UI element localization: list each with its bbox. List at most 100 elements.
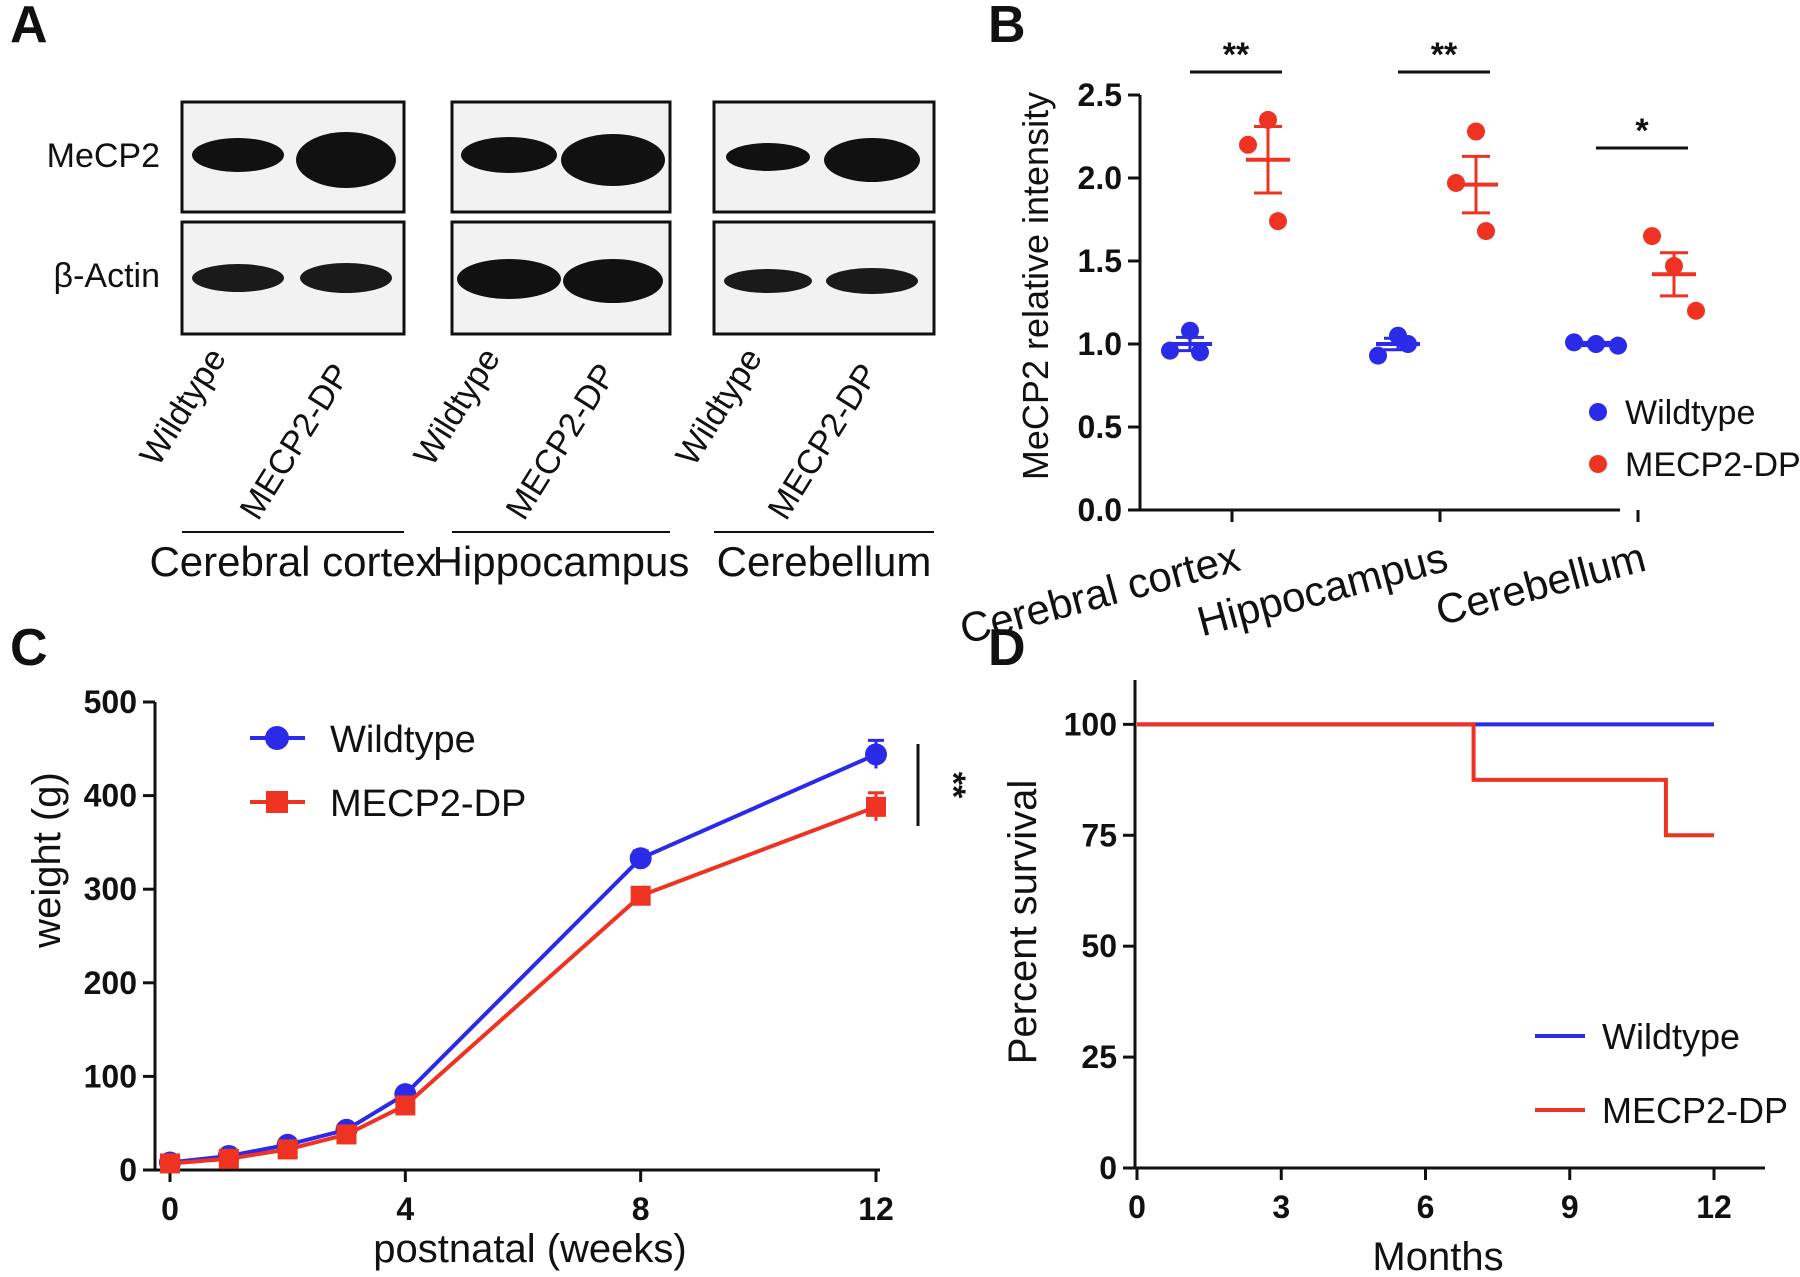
lane-label-wildtype: Wildtype [407,342,508,473]
chart-b-point [1191,343,1209,362]
chart-c-point [866,796,886,817]
chart-b-point [1687,301,1705,320]
chart-b-point [1161,341,1179,360]
chart-c-series-line [169,804,877,1166]
chart-d-y-tick-label: 75 [1081,817,1117,853]
chart-c-point [395,1095,416,1116]
lane-label-wildtype: Wildtype [669,342,770,473]
blot-row-label-mecp2: MeCP2 [47,137,160,175]
chart-b-y-tick-label: 2.0 [1078,160,1122,196]
chart-d-x-tick-label: 9 [1561,1189,1579,1225]
band [461,137,557,173]
chart-d-survival: Percent survival Months 0 25 50 75 100 0 3 6 9 12… [1001,680,1788,1277]
chart-d-x-tick-label: 12 [1696,1189,1732,1225]
chart-b-point [1259,110,1277,129]
chart-b-y-tick-label: 2.5 [1078,77,1122,113]
chart-d-legend-label: MECP2-DP [1602,1090,1788,1131]
band [296,132,396,188]
chart-c-x-tick-label: 4 [396,1191,414,1227]
chart-b-sig-label: ** [1223,36,1250,74]
region-label-hippocampus: Hippocampus [433,538,690,585]
chart-d-x-tick-label: 0 [1128,1189,1146,1225]
lane-label-wildtype: Wildtype [133,342,234,473]
blot-lane-labels: Wildtype MECP2-DP Wildtype MECP2-DP Wild… [133,342,886,527]
band [192,264,284,292]
chart-c-point [865,743,887,766]
chart-d-xlabel: Months [1372,1235,1503,1277]
chart-b-point [1369,346,1387,365]
band [826,268,918,294]
lane-label-mecp2dp: MECP2-DP [499,357,624,526]
chart-c-y-tick-label: 300 [84,871,137,907]
region-label-cortex: Cerebral cortex [149,538,436,585]
chart-c-xlabel: postnatal (weeks) [373,1227,686,1271]
band [726,143,810,171]
chart-c-sig-label: ** [934,772,972,799]
chart-c-legend-label: MECP2-DP [330,783,526,825]
chart-c-y-tick-label: 100 [84,1058,137,1094]
chart-b-y-tick-label: 0.0 [1078,492,1122,528]
chart-b-ylabel: MeCP2 relative intensity [1015,92,1056,480]
region-label-cerebellum: Cerebellum [717,538,932,585]
chart-b-point [1477,222,1495,241]
chart-c-point [336,1124,357,1145]
band [563,259,663,303]
chart-c-point [630,885,651,906]
chart-b-y-tick-label: 1.0 [1078,326,1122,362]
chart-c-y-tick-label: 0 [119,1152,137,1188]
chart-b-legend-label: MECP2-DP [1625,446,1800,484]
chart-c-x-tick-label: 0 [161,1191,179,1227]
chart-b-point [1239,135,1257,154]
chart-c-point [218,1148,239,1169]
blot-cortex [180,100,406,336]
blot-row-label-actin: β-Actin [54,257,160,295]
chart-d-legend-label: Wildtype [1602,1016,1740,1057]
chart-d-series-line [1137,722,1714,838]
band [457,259,561,299]
chart-c-weight: weight (g) postnatal (weeks) 0 100 200 300 4… [25,684,972,1271]
chart-c-legend-marker [265,726,289,750]
panel-c-letter: C [10,619,48,677]
chart-c-legend-marker [266,791,288,813]
chart-b-legend-marker [1589,403,1607,421]
blot-cerebellum [712,100,936,336]
chart-c-y-tick-label: 200 [84,965,137,1001]
chart-b-point [1181,321,1199,340]
chart-c-point [629,847,652,870]
chart-b-point [1269,212,1287,231]
panel-a-letter: A [10,0,48,54]
band [824,138,920,182]
chart-c-point [277,1139,298,1160]
panel-d-letter: D [988,619,1026,677]
lane-label-mecp2dp: MECP2-DP [233,357,358,526]
chart-c-point [160,1153,180,1174]
chart-d-y-tick-label: 50 [1081,928,1117,964]
chart-c-y-tick-label: 500 [84,684,137,720]
chart-d-x-tick-label: 3 [1272,1189,1290,1225]
chart-d-x-tick-label: 6 [1417,1189,1435,1225]
chart-c-x-tick-label: 8 [632,1191,650,1227]
band [724,269,812,293]
chart-c-ylabel: weight (g) [25,772,69,949]
chart-d-y-tick-label: 25 [1081,1039,1117,1075]
chart-b-legend-label: Wildtype [1625,394,1755,432]
chart-b-point [1643,227,1661,246]
chart-d-y-tick-label: 100 [1064,706,1117,742]
lane-label-mecp2dp: MECP2-DP [761,357,886,526]
chart-b-x-tick-label: Cerebellum [1431,533,1651,634]
chart-d-y-tick-label: 0 [1099,1150,1117,1186]
band [300,263,392,293]
chart-b-y-tick-label: 0.5 [1078,409,1122,445]
chart-b-y-tick-label: 1.5 [1078,243,1122,279]
chart-d-ylabel: Percent survival [1001,780,1045,1065]
band [561,134,665,186]
chart-b-sig-label: * [1635,112,1649,150]
blot-hippocampus [450,100,672,336]
chart-c-y-tick-label: 400 [84,778,137,814]
chart-b-legend-marker [1589,455,1607,473]
panel-b-letter: B [988,0,1026,54]
band [192,138,284,172]
chart-c-legend-label: Wildtype [330,719,476,761]
chart-b-mecp2-intensity: MeCP2 relative intensity 0.0 0.5 1.0 1.5 2.0… [955,36,1800,653]
